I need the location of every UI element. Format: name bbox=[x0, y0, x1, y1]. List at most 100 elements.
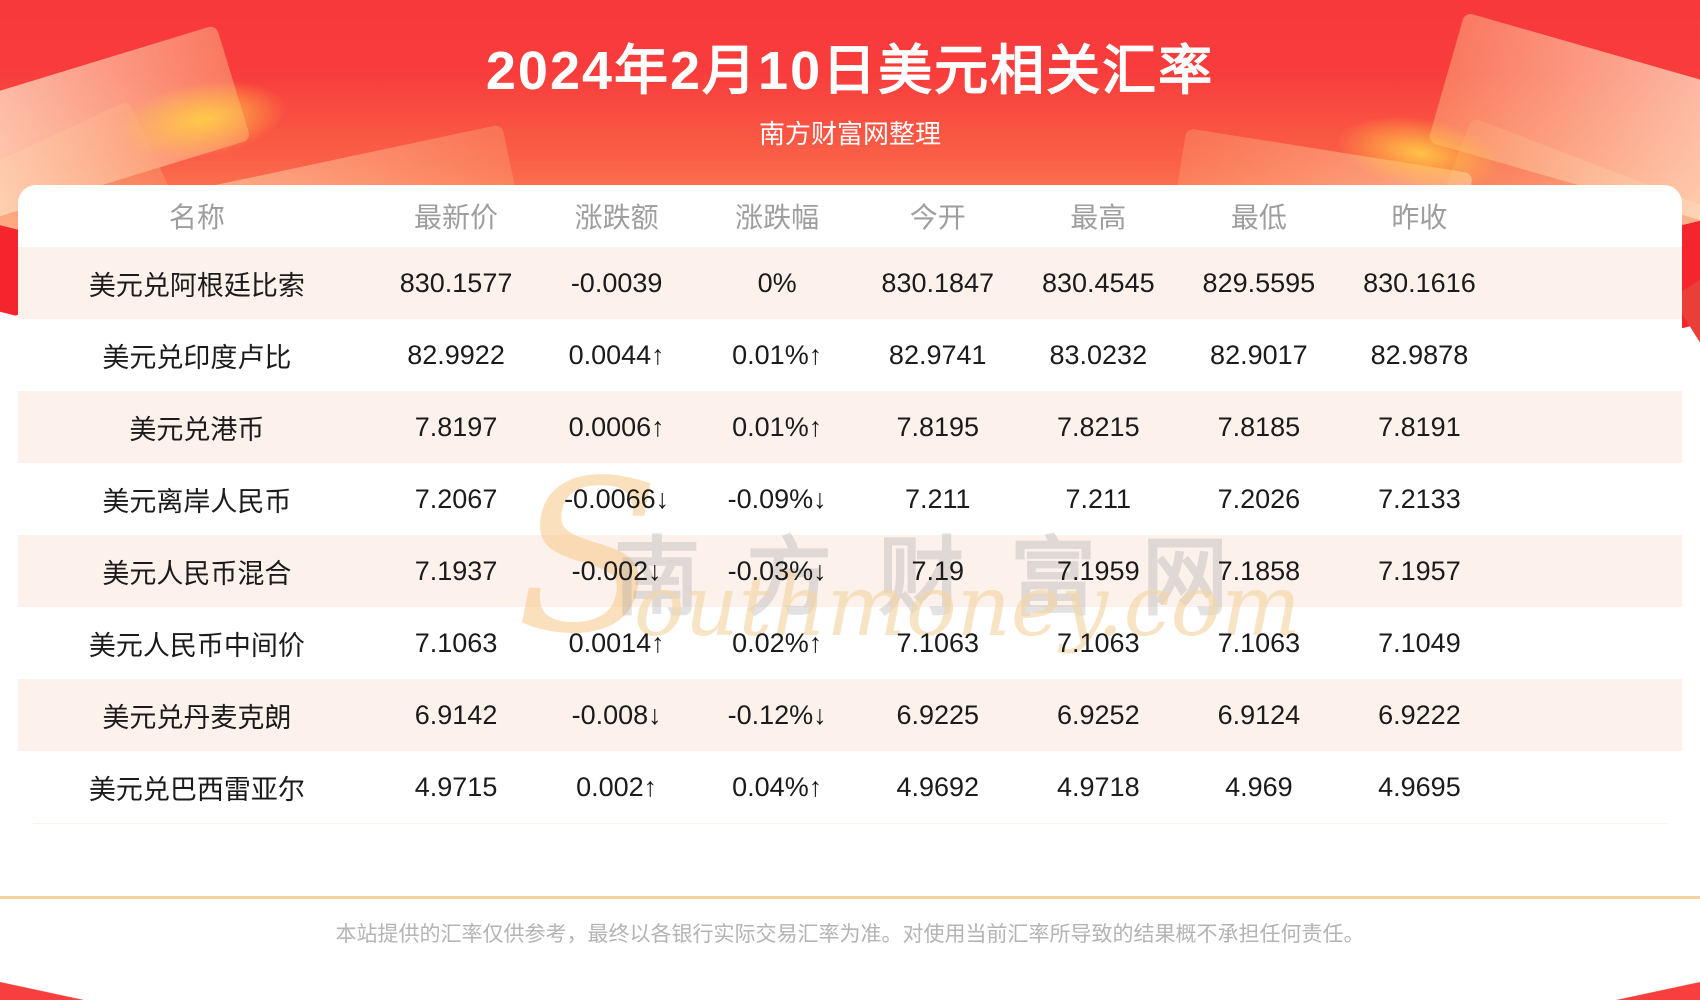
col-header-prev-close: 昨收 bbox=[1391, 202, 1448, 233]
table-row: 美元兑印度卢比 82.9922 0.0044↑ 0.01%↑ 82.9741 8… bbox=[18, 319, 1682, 391]
cell-high: 7.1063 bbox=[1057, 627, 1140, 658]
cell-prev-close: 7.1049 bbox=[1378, 627, 1461, 658]
col-header-change: 涨跌额 bbox=[574, 202, 659, 233]
cell-open: 7.1063 bbox=[896, 627, 980, 658]
cell-prev-close: 4.9695 bbox=[1378, 771, 1461, 802]
cell-latest: 6.9142 bbox=[414, 699, 498, 730]
cell-low: 82.9017 bbox=[1210, 339, 1308, 370]
cell-open: 6.9225 bbox=[896, 699, 980, 730]
col-header-high: 最高 bbox=[1070, 202, 1127, 233]
cell-open: 7.19 bbox=[911, 555, 965, 586]
cell-spacer bbox=[1500, 463, 1682, 535]
cell-high: 830.4545 bbox=[1041, 267, 1155, 298]
cell-high: 7.211 bbox=[1065, 483, 1132, 514]
rate-table-body: 美元兑阿根廷比索 830.1577 -0.0039 0% 830.1847 83… bbox=[18, 247, 1682, 823]
cell-prev-close: 7.1957 bbox=[1378, 555, 1461, 586]
cell-latest: 7.1937 bbox=[414, 555, 498, 586]
cell-low: 7.1063 bbox=[1217, 627, 1301, 658]
cell-prev-close: 7.2133 bbox=[1378, 483, 1461, 514]
table-row: 美元离岸人民币 7.2067 -0.0066↓ -0.09%↓ 7.211 7.… bbox=[18, 463, 1682, 535]
bottom-left-corner-decoration bbox=[0, 982, 84, 1000]
table-row: 美元兑丹麦克朗 6.9142 -0.008↓ -0.12%↓ 6.9225 6.… bbox=[18, 679, 1682, 751]
cell-change-pct: 0.01%↑ bbox=[732, 411, 823, 442]
cell-name: 美元人民币混合 bbox=[102, 558, 292, 589]
cell-change: -0.008↓ bbox=[571, 699, 662, 730]
bottom-right-corner-decoration bbox=[1616, 982, 1700, 1000]
cell-high: 83.0232 bbox=[1049, 339, 1148, 370]
cell-latest: 82.9922 bbox=[407, 339, 505, 370]
cell-change: -0.002↓ bbox=[571, 555, 662, 586]
cell-low: 4.969 bbox=[1225, 771, 1293, 802]
cell-high: 6.9252 bbox=[1057, 699, 1140, 730]
cell-name: 美元兑阿根廷比索 bbox=[88, 270, 305, 301]
col-header-open: 今开 bbox=[909, 202, 966, 233]
cell-change-pct: 0% bbox=[757, 267, 797, 298]
cell-change-pct: 0.02%↑ bbox=[732, 627, 823, 658]
cell-open: 7.211 bbox=[904, 483, 971, 514]
cell-change: 0.0006↑ bbox=[568, 411, 665, 442]
cell-low: 7.8185 bbox=[1217, 411, 1301, 442]
cell-open: 7.8195 bbox=[896, 411, 980, 442]
cell-spacer bbox=[1500, 751, 1682, 823]
cell-prev-close: 82.9878 bbox=[1370, 339, 1469, 370]
cell-high: 7.1959 bbox=[1057, 555, 1140, 586]
cell-latest: 7.2067 bbox=[414, 483, 498, 514]
cell-change: 0.0014↑ bbox=[568, 627, 665, 658]
cell-name: 美元兑印度卢比 bbox=[102, 342, 292, 373]
rates-card: S 南方财富网 outhmoney.com 名称 最新价 涨跌额 涨跌幅 今开 … bbox=[18, 185, 1682, 824]
footer-divider bbox=[0, 896, 1700, 899]
cell-change-pct: 0.01%↑ bbox=[732, 339, 823, 370]
cell-low: 7.2026 bbox=[1217, 483, 1301, 514]
table-row: 美元兑阿根廷比索 830.1577 -0.0039 0% 830.1847 83… bbox=[18, 247, 1682, 319]
cell-prev-close: 830.1616 bbox=[1363, 267, 1476, 298]
cell-change: -0.0066↓ bbox=[564, 483, 670, 514]
cell-latest: 830.1577 bbox=[399, 267, 513, 298]
cell-spacer bbox=[1500, 247, 1682, 319]
cell-spacer bbox=[1500, 607, 1682, 679]
cell-name: 美元人民币中间价 bbox=[88, 630, 305, 661]
disclaimer-text: 本站提供的汇率仅供参考，最终以各银行实际交易汇率为准。对使用当前汇率所导致的结果… bbox=[335, 923, 1365, 946]
col-header-change-pct: 涨跌幅 bbox=[735, 202, 820, 233]
cell-high: 4.9718 bbox=[1057, 771, 1140, 802]
page-title: 2024年2月10日美元相关汇率 bbox=[485, 41, 1215, 101]
row-stripes bbox=[18, 247, 1682, 824]
cell-open: 4.9692 bbox=[896, 771, 980, 802]
cell-high: 7.8215 bbox=[1057, 411, 1140, 442]
cell-name: 美元离岸人民币 bbox=[102, 486, 292, 517]
cell-prev-close: 7.8191 bbox=[1378, 411, 1461, 442]
cell-spacer bbox=[1500, 391, 1682, 463]
col-header-low: 最低 bbox=[1230, 202, 1287, 233]
cell-change-pct: 0.04%↑ bbox=[732, 771, 823, 802]
exchange-rate-table: 名称 最新价 涨跌额 涨跌幅 今开 最高 最低 昨收 美元兑阿根廷比索 830.… bbox=[18, 185, 1682, 823]
cell-low: 7.1858 bbox=[1217, 555, 1301, 586]
cell-change: -0.0039 bbox=[570, 267, 663, 298]
table-row: 美元人民币混合 7.1937 -0.002↓ -0.03%↓ 7.19 7.19… bbox=[18, 535, 1682, 607]
cell-latest: 7.8197 bbox=[414, 411, 498, 442]
table-header-row: 名称 最新价 涨跌额 涨跌幅 今开 最高 最低 昨收 bbox=[18, 185, 1682, 247]
cell-name: 美元兑巴西雷亚尔 bbox=[88, 774, 305, 805]
col-header-latest: 最新价 bbox=[414, 202, 499, 233]
cell-low: 6.9124 bbox=[1217, 699, 1301, 730]
col-header-name: 名称 bbox=[168, 202, 225, 233]
table-row: 美元兑巴西雷亚尔 4.9715 0.002↑ 0.04%↑ 4.9692 4.9… bbox=[18, 751, 1682, 823]
cell-change-pct: -0.12%↓ bbox=[727, 699, 827, 730]
cell-spacer bbox=[1500, 535, 1682, 607]
cell-open: 82.9741 bbox=[888, 339, 987, 370]
page-subtitle: 南方财富网整理 bbox=[758, 119, 941, 149]
cell-latest: 7.1063 bbox=[414, 627, 498, 658]
cell-spacer bbox=[1500, 679, 1682, 751]
cell-prev-close: 6.9222 bbox=[1378, 699, 1461, 730]
cell-low: 829.5595 bbox=[1202, 267, 1316, 298]
col-header-spacer bbox=[1500, 185, 1682, 247]
cell-spacer bbox=[1500, 319, 1682, 391]
table-row: 美元人民币中间价 7.1063 0.0014↑ 0.02%↑ 7.1063 7.… bbox=[18, 607, 1682, 679]
cell-change-pct: -0.03%↓ bbox=[727, 555, 827, 586]
cell-open: 830.1847 bbox=[881, 267, 995, 298]
cell-name: 美元兑丹麦克朗 bbox=[102, 702, 292, 733]
cell-name: 美元兑港币 bbox=[129, 414, 265, 445]
cell-change: 0.002↑ bbox=[576, 771, 658, 802]
cell-change-pct: -0.09%↓ bbox=[727, 483, 827, 514]
cell-latest: 4.9715 bbox=[414, 771, 498, 802]
cell-change: 0.0044↑ bbox=[568, 339, 665, 370]
